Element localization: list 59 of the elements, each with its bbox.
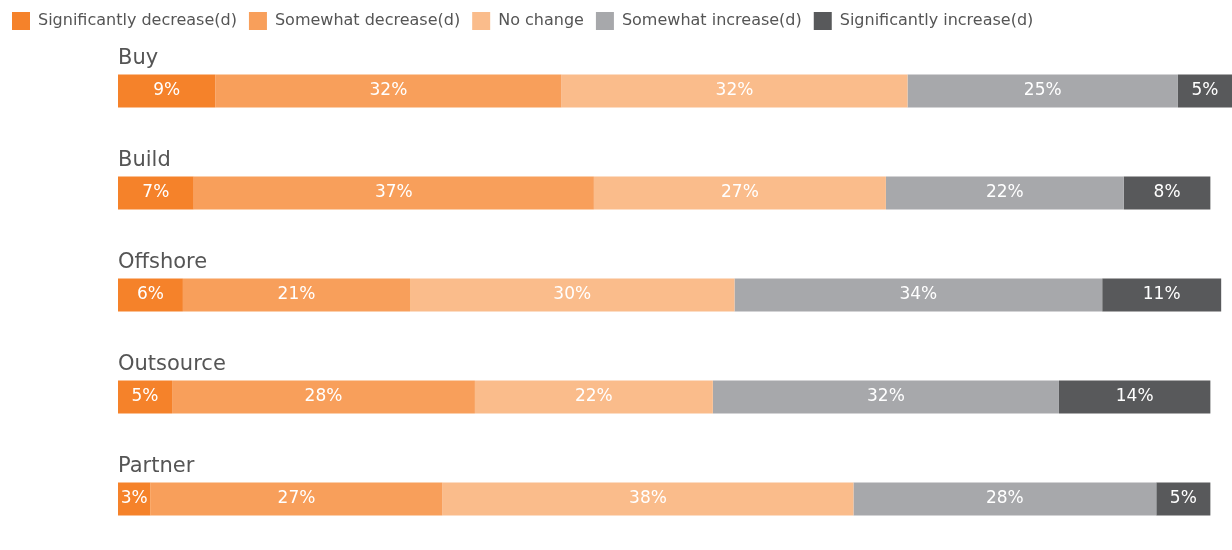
data-label: 14% bbox=[1115, 385, 1154, 406]
data-label: 37% bbox=[374, 181, 413, 202]
data-label: 21% bbox=[277, 283, 316, 304]
legend-label: Somewhat increase(d) bbox=[621, 10, 802, 30]
data-label: 27% bbox=[720, 181, 759, 202]
bar bbox=[118, 74, 216, 108]
bar bbox=[474, 380, 713, 414]
data-label: 6% bbox=[136, 283, 164, 304]
bar bbox=[1102, 278, 1222, 312]
data-label: 32% bbox=[369, 79, 408, 100]
legend-label: Significantly increase(d) bbox=[839, 10, 1034, 30]
bar bbox=[410, 278, 735, 312]
data-label: 7% bbox=[142, 181, 170, 202]
data-label: 27% bbox=[277, 487, 316, 508]
bar bbox=[1156, 482, 1211, 516]
y-tick-label: Outsource bbox=[118, 351, 226, 375]
y-tick-label: Build bbox=[118, 147, 171, 171]
data-label: 22% bbox=[574, 385, 613, 406]
bar bbox=[885, 176, 1124, 210]
legend-label: No change bbox=[498, 10, 584, 30]
bar bbox=[118, 278, 183, 312]
legend-label: Somewhat decrease(d) bbox=[274, 10, 461, 30]
data-label: 9% bbox=[153, 79, 181, 100]
bar bbox=[215, 74, 562, 108]
bar bbox=[118, 176, 194, 210]
data-label: 34% bbox=[899, 283, 938, 304]
data-label: 38% bbox=[629, 487, 667, 508]
data-label: 11% bbox=[1142, 283, 1181, 304]
bar bbox=[150, 482, 443, 516]
y-tick-label: Offshore bbox=[118, 249, 208, 273]
bar bbox=[907, 74, 1178, 108]
bar bbox=[712, 380, 1059, 414]
bar bbox=[118, 380, 173, 414]
data-label: 5% bbox=[1191, 79, 1219, 100]
data-label: 28% bbox=[985, 487, 1024, 508]
y-tick-label: Partner bbox=[118, 453, 195, 477]
bar bbox=[172, 380, 475, 414]
data-label: 22% bbox=[985, 181, 1024, 202]
data-label: 5% bbox=[131, 385, 159, 406]
y-tick-label: Buy bbox=[118, 45, 159, 69]
legend-label: Significantly decrease(d) bbox=[38, 10, 237, 30]
data-label: 25% bbox=[1023, 79, 1062, 100]
bar bbox=[853, 482, 1157, 516]
data-label: 8% bbox=[1153, 181, 1181, 202]
bar bbox=[193, 176, 594, 210]
bar bbox=[561, 74, 908, 108]
bar bbox=[1058, 380, 1211, 414]
data-label: 3% bbox=[120, 487, 148, 508]
bar bbox=[1123, 176, 1211, 210]
bar bbox=[593, 176, 886, 210]
data-label: 5% bbox=[1169, 487, 1197, 508]
bar bbox=[442, 482, 854, 516]
bar bbox=[182, 278, 411, 312]
bar bbox=[734, 278, 1103, 312]
data-label: 32% bbox=[867, 385, 905, 406]
data-label: 30% bbox=[553, 283, 592, 304]
data-label: 28% bbox=[304, 385, 343, 406]
bar bbox=[1177, 74, 1232, 108]
data-label: 32% bbox=[715, 79, 754, 100]
